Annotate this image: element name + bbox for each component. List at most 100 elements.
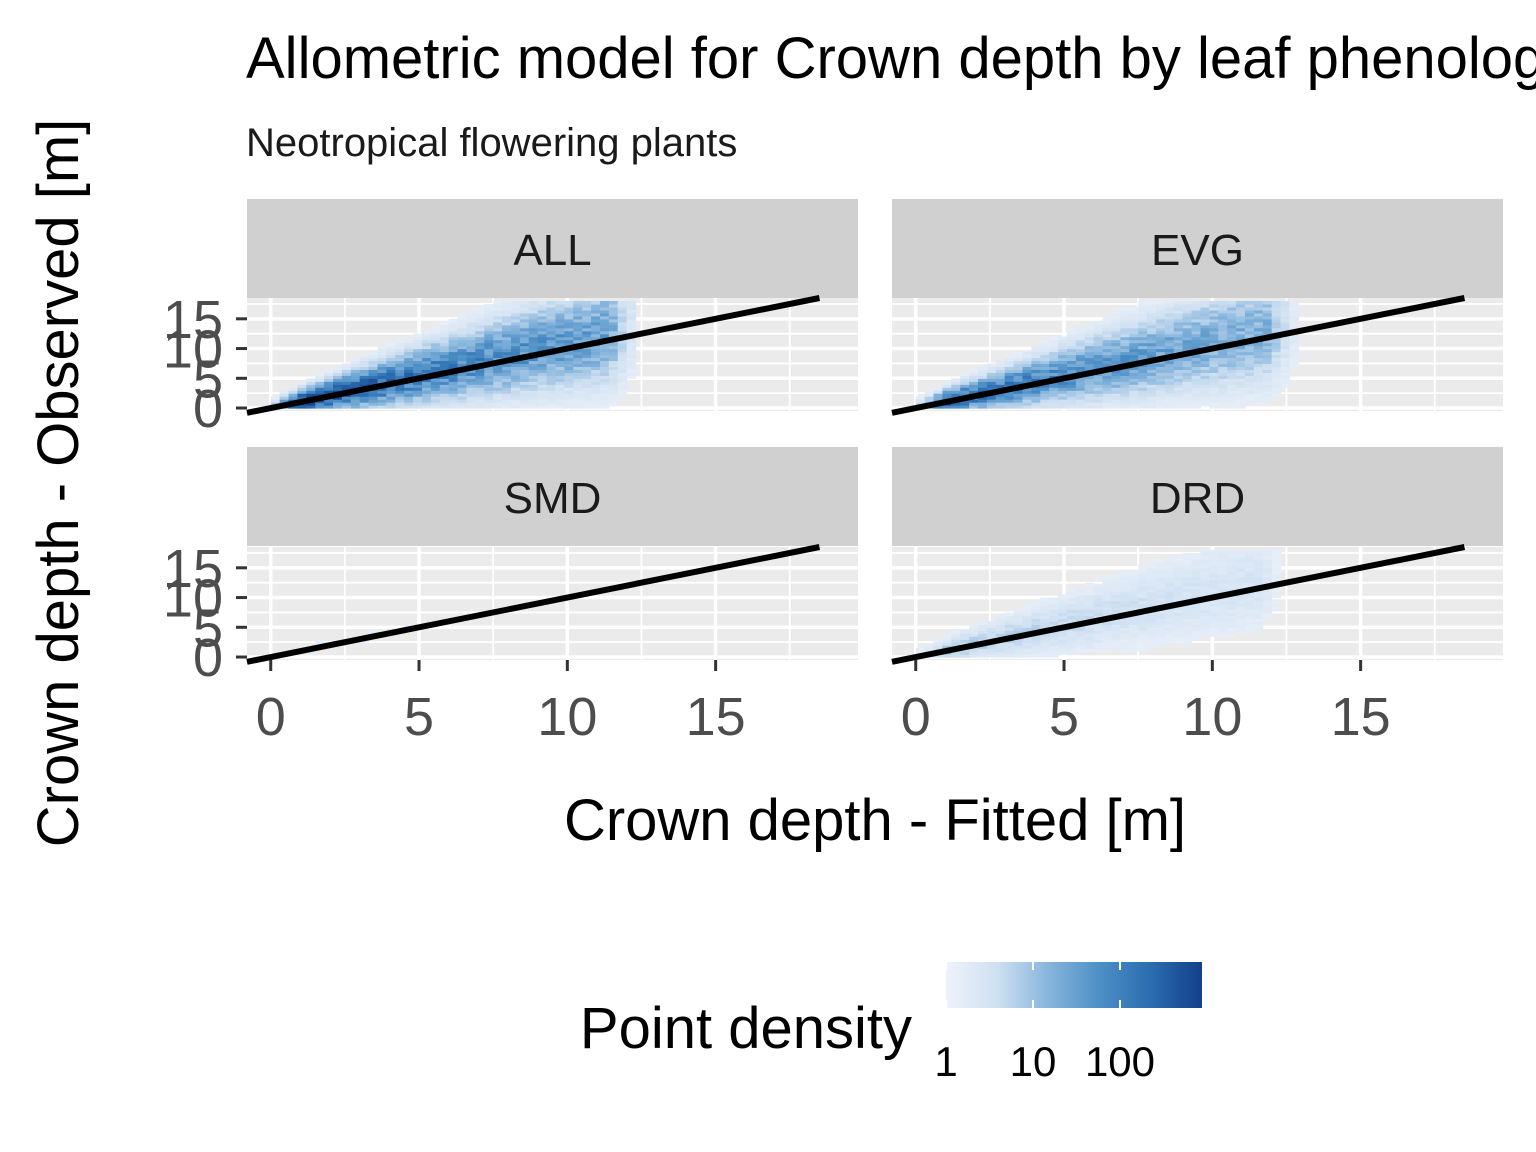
density-tile bbox=[1191, 360, 1202, 365]
density-tile bbox=[1066, 402, 1077, 406]
density-tile bbox=[1218, 567, 1228, 572]
density-tile bbox=[1022, 375, 1033, 379]
density-tile bbox=[969, 651, 979, 655]
density-tile bbox=[1191, 345, 1202, 350]
density-tile bbox=[1093, 609, 1104, 614]
density-tile bbox=[519, 345, 530, 350]
density-tile bbox=[1120, 573, 1130, 578]
density-tile bbox=[448, 321, 459, 326]
density-tile bbox=[1129, 648, 1139, 652]
density-tile bbox=[1022, 372, 1033, 376]
density-tile bbox=[475, 318, 485, 323]
density-tile bbox=[1155, 402, 1166, 406]
density-tile bbox=[1111, 402, 1121, 406]
density-tile bbox=[1084, 399, 1095, 403]
density-tile bbox=[1218, 303, 1228, 308]
density-tile bbox=[484, 375, 494, 379]
density-tile bbox=[484, 357, 494, 362]
density-tile bbox=[439, 345, 450, 350]
y-axis-title: Crown depth - Observed [m] bbox=[26, 119, 91, 848]
x-tick-label: 10 bbox=[537, 687, 597, 747]
density-tile bbox=[466, 342, 476, 347]
density-tile bbox=[404, 399, 414, 403]
density-tile bbox=[1155, 405, 1166, 409]
density-tile bbox=[1049, 396, 1059, 400]
density-tile bbox=[573, 324, 583, 329]
density-tile bbox=[1173, 609, 1184, 614]
density-tile bbox=[493, 354, 503, 359]
density-tile bbox=[1173, 312, 1184, 317]
density-tile bbox=[1129, 324, 1139, 329]
density-tile bbox=[395, 402, 405, 406]
density-tile bbox=[537, 339, 548, 344]
density-tile bbox=[377, 363, 388, 367]
density-tile bbox=[1227, 600, 1237, 605]
density-tile bbox=[1111, 327, 1121, 332]
density-tile bbox=[1262, 381, 1273, 385]
density-tile bbox=[306, 405, 316, 409]
density-tile bbox=[1209, 621, 1219, 625]
density-tile bbox=[528, 384, 539, 388]
density-tile bbox=[1147, 630, 1157, 634]
density-tile bbox=[933, 390, 944, 394]
density-tile bbox=[475, 384, 485, 388]
density-tile bbox=[1084, 633, 1095, 637]
density-tile bbox=[1182, 639, 1193, 643]
density-tile bbox=[306, 384, 316, 388]
density-tile bbox=[1191, 633, 1202, 637]
density-tile bbox=[1147, 597, 1157, 602]
density-tile bbox=[510, 372, 521, 376]
density-tile bbox=[1253, 624, 1264, 628]
density-tile bbox=[1155, 327, 1166, 332]
density-tile bbox=[1031, 387, 1041, 391]
density-tile bbox=[1111, 630, 1121, 634]
density-tile bbox=[582, 399, 592, 403]
density-tile bbox=[1058, 648, 1068, 652]
density-tile bbox=[341, 405, 352, 409]
density-tile bbox=[510, 333, 521, 338]
density-tile bbox=[395, 348, 405, 353]
density-tile bbox=[1262, 561, 1273, 566]
density-tile bbox=[1164, 624, 1175, 628]
density-tile bbox=[1262, 399, 1273, 403]
density-tile bbox=[1111, 600, 1121, 605]
density-tile bbox=[484, 333, 494, 338]
density-tile bbox=[1209, 603, 1219, 608]
density-tile bbox=[1191, 636, 1202, 640]
density-tile bbox=[493, 378, 503, 382]
density-tile bbox=[1040, 366, 1050, 370]
density-tile bbox=[599, 318, 610, 323]
density-tile bbox=[1013, 630, 1024, 634]
density-tile bbox=[1173, 564, 1184, 569]
density-tile bbox=[933, 642, 944, 646]
density-tile bbox=[933, 393, 944, 397]
density-tile bbox=[1227, 582, 1237, 587]
density-tile bbox=[1218, 330, 1228, 335]
density-tile bbox=[1182, 378, 1193, 382]
density-tile bbox=[1013, 378, 1024, 382]
density-tile bbox=[1093, 357, 1104, 362]
density-tile bbox=[1004, 624, 1015, 628]
density-tile bbox=[1271, 327, 1282, 332]
density-tile bbox=[1084, 342, 1095, 347]
density-tile bbox=[1120, 309, 1130, 314]
density-tile bbox=[493, 384, 503, 388]
x-tick-label: 15 bbox=[686, 687, 746, 747]
density-tile bbox=[1164, 321, 1175, 326]
density-tile bbox=[591, 363, 601, 367]
density-tile bbox=[1129, 591, 1139, 596]
density-tile bbox=[1262, 612, 1273, 616]
density-tile bbox=[1147, 330, 1157, 335]
density-tile bbox=[924, 393, 935, 397]
density-tile bbox=[537, 333, 548, 338]
density-tile bbox=[546, 303, 557, 308]
density-tile bbox=[1182, 309, 1193, 314]
density-tile bbox=[350, 372, 361, 376]
density-tile bbox=[1040, 618, 1050, 622]
density-tile bbox=[386, 345, 396, 350]
density-tile bbox=[1182, 357, 1193, 362]
density-tile bbox=[608, 369, 619, 373]
density-tile bbox=[1209, 318, 1219, 323]
density-tile bbox=[1102, 576, 1113, 581]
density-tile bbox=[1271, 384, 1282, 388]
